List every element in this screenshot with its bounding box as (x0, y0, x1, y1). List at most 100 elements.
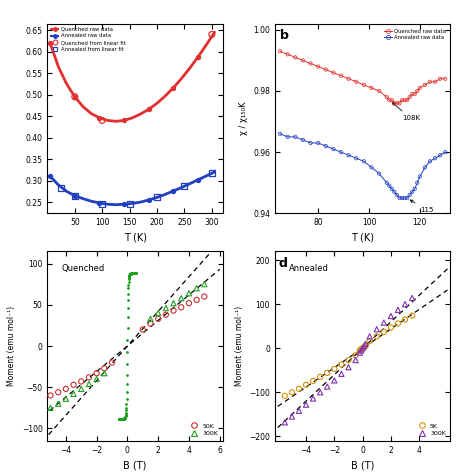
Point (100, 369, 108, 377)
Point (132, 270, 139, 277)
Point (71, 192, 79, 200)
Point (126, 271, 133, 278)
Point (128, 270, 136, 277)
Point (123, 395, 130, 402)
Point (127, 270, 134, 277)
Point (130, 270, 137, 277)
Point (437, 151, 444, 159)
Point (145, 196, 153, 204)
Point (401, 194, 408, 202)
Point (411, 185, 419, 192)
Point (119, 415, 127, 422)
Point (421, 164, 428, 171)
Point (128, 270, 135, 277)
Point (122, 407, 130, 414)
Point (120, 415, 128, 422)
Point (127, 270, 135, 277)
Point (416, 173, 424, 181)
Point (375, 87, 383, 95)
Point (131, 270, 139, 277)
Point (281, 419, 289, 426)
Point (345, 75, 353, 82)
Point (337, 148, 345, 156)
Point (170, 187, 177, 195)
Point (307, 139, 314, 147)
Point (124, 348, 131, 356)
Point (121, 414, 129, 421)
Point (310, 377, 317, 384)
Point (46, 173, 54, 180)
Point (123, 371, 131, 378)
Point (322, 142, 329, 150)
Point (118, 415, 126, 422)
Point (120, 117, 128, 124)
Point (128, 270, 135, 277)
Point (118, 415, 126, 422)
Point (118, 415, 126, 422)
Point (373, 326, 381, 333)
Point (128, 270, 135, 277)
Text: Quenched: Quenched (62, 264, 105, 273)
Point (122, 412, 129, 419)
Point (345, 356, 352, 364)
Point (120, 415, 128, 422)
Point (288, 389, 296, 396)
Point (391, 188, 398, 196)
Point (130, 270, 138, 277)
Point (345, 364, 352, 371)
Point (117, 415, 125, 422)
Point (118, 415, 126, 422)
Point (122, 412, 129, 419)
Point (129, 270, 137, 277)
Point (408, 312, 416, 319)
Point (120, 415, 128, 422)
Point (131, 270, 139, 277)
Point (124, 296, 132, 304)
Point (387, 324, 395, 331)
Point (441, 148, 449, 156)
Point (99, 201, 106, 208)
Point (431, 155, 439, 162)
Point (116, 415, 123, 422)
Point (125, 274, 133, 282)
Point (130, 270, 138, 277)
Point (93, 369, 100, 377)
Point (126, 271, 133, 278)
Point (130, 270, 138, 277)
Point (117, 415, 125, 422)
Point (117, 415, 125, 422)
Point (127, 270, 135, 277)
Point (128, 270, 136, 277)
Point (122, 413, 129, 421)
Point (117, 415, 125, 422)
Point (337, 72, 345, 80)
Point (353, 78, 360, 86)
Point (352, 352, 359, 359)
Point (118, 415, 125, 422)
Point (128, 270, 136, 277)
Point (120, 415, 128, 422)
Point (130, 270, 137, 277)
Point (413, 179, 421, 186)
Point (357, 346, 365, 354)
Point (127, 270, 135, 277)
Point (126, 272, 133, 280)
Point (124, 325, 131, 332)
Point (121, 415, 128, 422)
Point (126, 270, 134, 278)
Point (118, 415, 125, 422)
Point (126, 270, 134, 278)
Point (441, 75, 449, 82)
Point (132, 270, 139, 277)
Point (162, 304, 170, 312)
Point (131, 270, 139, 277)
Point (71, 93, 79, 100)
Point (385, 182, 393, 190)
Point (126, 270, 134, 278)
Point (96, 199, 103, 207)
Point (393, 100, 401, 107)
Point (46, 404, 54, 411)
Point (368, 84, 375, 91)
Point (128, 270, 136, 277)
X-axis label: B (T): B (T) (351, 460, 374, 470)
